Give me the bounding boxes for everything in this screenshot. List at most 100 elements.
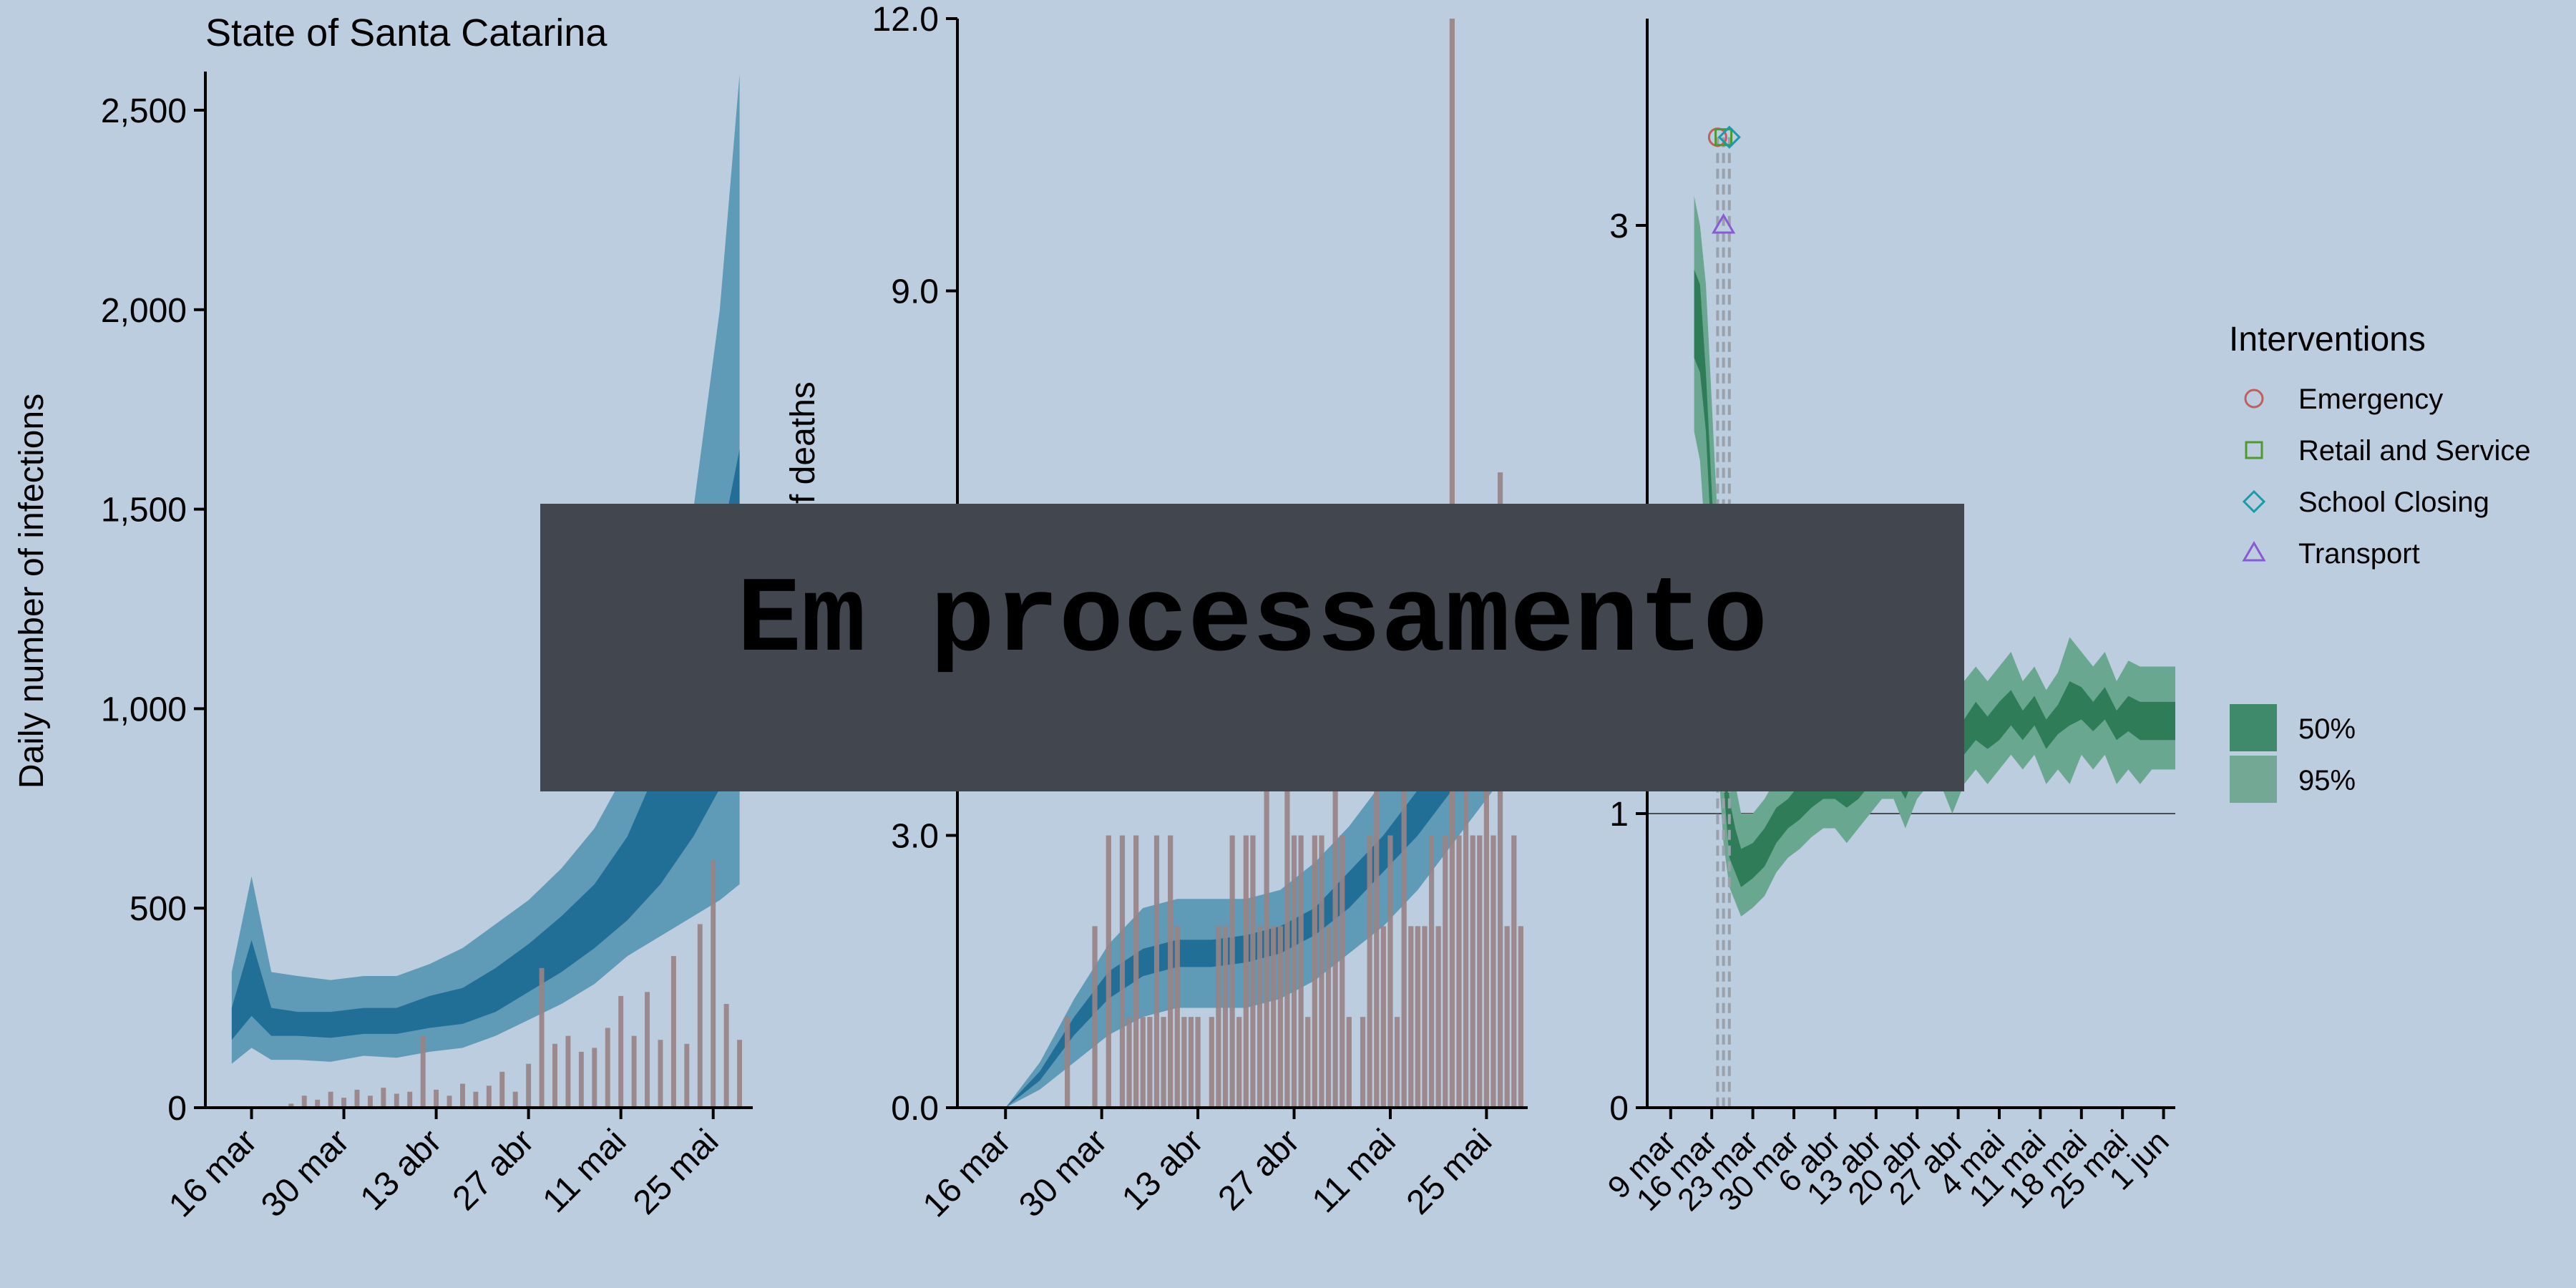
observed-bar bbox=[1435, 926, 1441, 1108]
observed-bar bbox=[381, 1088, 386, 1108]
observed-bar bbox=[1387, 835, 1393, 1108]
observed-bar bbox=[1401, 744, 1407, 1108]
observed-bar bbox=[1312, 835, 1317, 1108]
observed-bar bbox=[1298, 835, 1304, 1108]
chart-title: State of Santa Catarina bbox=[205, 11, 608, 54]
observed-bar bbox=[697, 924, 703, 1108]
observed-bar bbox=[1277, 926, 1283, 1108]
x-tick-label: 11 mai bbox=[536, 1122, 634, 1220]
observed-bar bbox=[1250, 835, 1256, 1108]
observed-bar bbox=[658, 1040, 663, 1108]
legend-marker-triangle bbox=[2242, 541, 2266, 562]
observed-bar bbox=[499, 1071, 505, 1108]
y-tick-label: 1 bbox=[1609, 796, 1629, 834]
observed-bar bbox=[1380, 926, 1386, 1108]
observed-bar bbox=[1257, 926, 1263, 1108]
observed-bar bbox=[1181, 1017, 1187, 1108]
legend-swatch bbox=[2230, 756, 2277, 803]
x-tick-label: 16 mar bbox=[162, 1122, 264, 1224]
observed-bar bbox=[315, 1099, 321, 1108]
observed-bar bbox=[1340, 835, 1345, 1108]
observed-bar bbox=[592, 1048, 597, 1108]
observed-bar bbox=[1518, 926, 1523, 1108]
observed-bar bbox=[1106, 835, 1111, 1108]
x-tick-label: 13 abr bbox=[353, 1122, 449, 1218]
observed-bar bbox=[1470, 835, 1475, 1108]
observed-bar bbox=[1264, 744, 1269, 1108]
x-tick-label: 30 mar bbox=[1012, 1122, 1114, 1224]
observed-bar bbox=[1332, 744, 1338, 1108]
observed-bar bbox=[1463, 744, 1469, 1108]
y-tick-label: 0 bbox=[167, 1090, 187, 1128]
y-axis-label: Daily number of infections bbox=[13, 394, 51, 789]
observed-bar bbox=[1325, 926, 1332, 1108]
x-tick-label: 25 mai bbox=[1400, 1122, 1499, 1221]
observed-bar bbox=[1243, 835, 1249, 1108]
observed-bar bbox=[1174, 926, 1180, 1108]
observed-bar bbox=[1092, 926, 1098, 1108]
observed-bar bbox=[684, 1043, 690, 1108]
observed-bar bbox=[1271, 926, 1277, 1108]
y-tick-label: 2,000 bbox=[101, 292, 187, 330]
observed-bar bbox=[1153, 835, 1160, 1108]
observed-bar bbox=[1374, 744, 1380, 1108]
observed-bar bbox=[1305, 1017, 1311, 1108]
observed-bar bbox=[737, 1040, 743, 1108]
y-tick-label: 12.0 bbox=[872, 1, 939, 39]
y-tick-label: 0.0 bbox=[891, 1090, 939, 1128]
observed-bar bbox=[552, 1043, 557, 1108]
observed-bar bbox=[723, 1004, 729, 1108]
observed-bar bbox=[1284, 744, 1290, 1108]
legend-item-label: Emergency bbox=[2298, 384, 2443, 415]
observed-bar bbox=[460, 1083, 465, 1108]
y-tick-label: 9.0 bbox=[891, 273, 939, 311]
observed-bar bbox=[328, 1091, 333, 1108]
x-tick-label: 30 mar bbox=[254, 1122, 356, 1224]
legend-marker-diamond bbox=[2242, 489, 2266, 514]
band-50 bbox=[231, 449, 740, 1040]
observed-bar bbox=[526, 1063, 532, 1108]
y-tick-label: 3 bbox=[1609, 208, 1629, 245]
observed-bar bbox=[539, 967, 545, 1108]
observed-bar bbox=[1511, 835, 1517, 1108]
legend-marker-circle bbox=[2244, 389, 2264, 409]
observed-bar bbox=[1188, 1017, 1194, 1108]
observed-bar bbox=[1119, 835, 1126, 1108]
legend-item-label: School Closing bbox=[2298, 487, 2489, 518]
observed-bar bbox=[1367, 835, 1372, 1108]
processing-banner: Em processamento bbox=[540, 504, 1964, 791]
x-tick-label: 11 mai bbox=[1305, 1122, 1403, 1220]
observed-bar bbox=[1428, 835, 1435, 1108]
observed-bar bbox=[1216, 926, 1221, 1108]
observed-bar bbox=[341, 1098, 347, 1108]
legend-item-label: Transport bbox=[2298, 538, 2420, 570]
legend-item-label: Retail and Service bbox=[2298, 435, 2531, 467]
legend-marker-square bbox=[2245, 441, 2263, 459]
intervention-marker bbox=[1714, 128, 1733, 147]
observed-bar bbox=[367, 1096, 373, 1108]
y-tick-label: 2,500 bbox=[101, 92, 187, 130]
observed-bar bbox=[1209, 1017, 1214, 1108]
x-tick-label: 13 abr bbox=[1115, 1122, 1211, 1218]
observed-bar bbox=[486, 1085, 492, 1108]
observed-bar bbox=[1236, 1017, 1242, 1108]
legend: Interventions Emergency Retail and Service… bbox=[2229, 321, 2531, 803]
observed-bar bbox=[1394, 1017, 1400, 1108]
observed-bar bbox=[631, 1035, 637, 1108]
observed-bar bbox=[1229, 835, 1235, 1108]
y-tick-label: 3.0 bbox=[891, 818, 939, 856]
observed-bar bbox=[420, 1035, 426, 1108]
observed-bar bbox=[288, 1103, 294, 1108]
observed-bar bbox=[1291, 835, 1297, 1108]
observed-bar bbox=[618, 995, 624, 1108]
observed-bar bbox=[1065, 1017, 1070, 1108]
processing-banner-text: Em processamento bbox=[736, 561, 1768, 683]
observed-bar bbox=[301, 1096, 307, 1108]
legend-interval-label: 50% bbox=[2298, 713, 2356, 745]
observed-bar bbox=[578, 1051, 584, 1108]
intervention-marker bbox=[1717, 125, 1741, 149]
observed-bar bbox=[605, 1028, 610, 1108]
observed-bar bbox=[1456, 835, 1462, 1108]
observed-bar bbox=[1140, 1017, 1146, 1108]
observed-bar bbox=[1408, 926, 1414, 1108]
